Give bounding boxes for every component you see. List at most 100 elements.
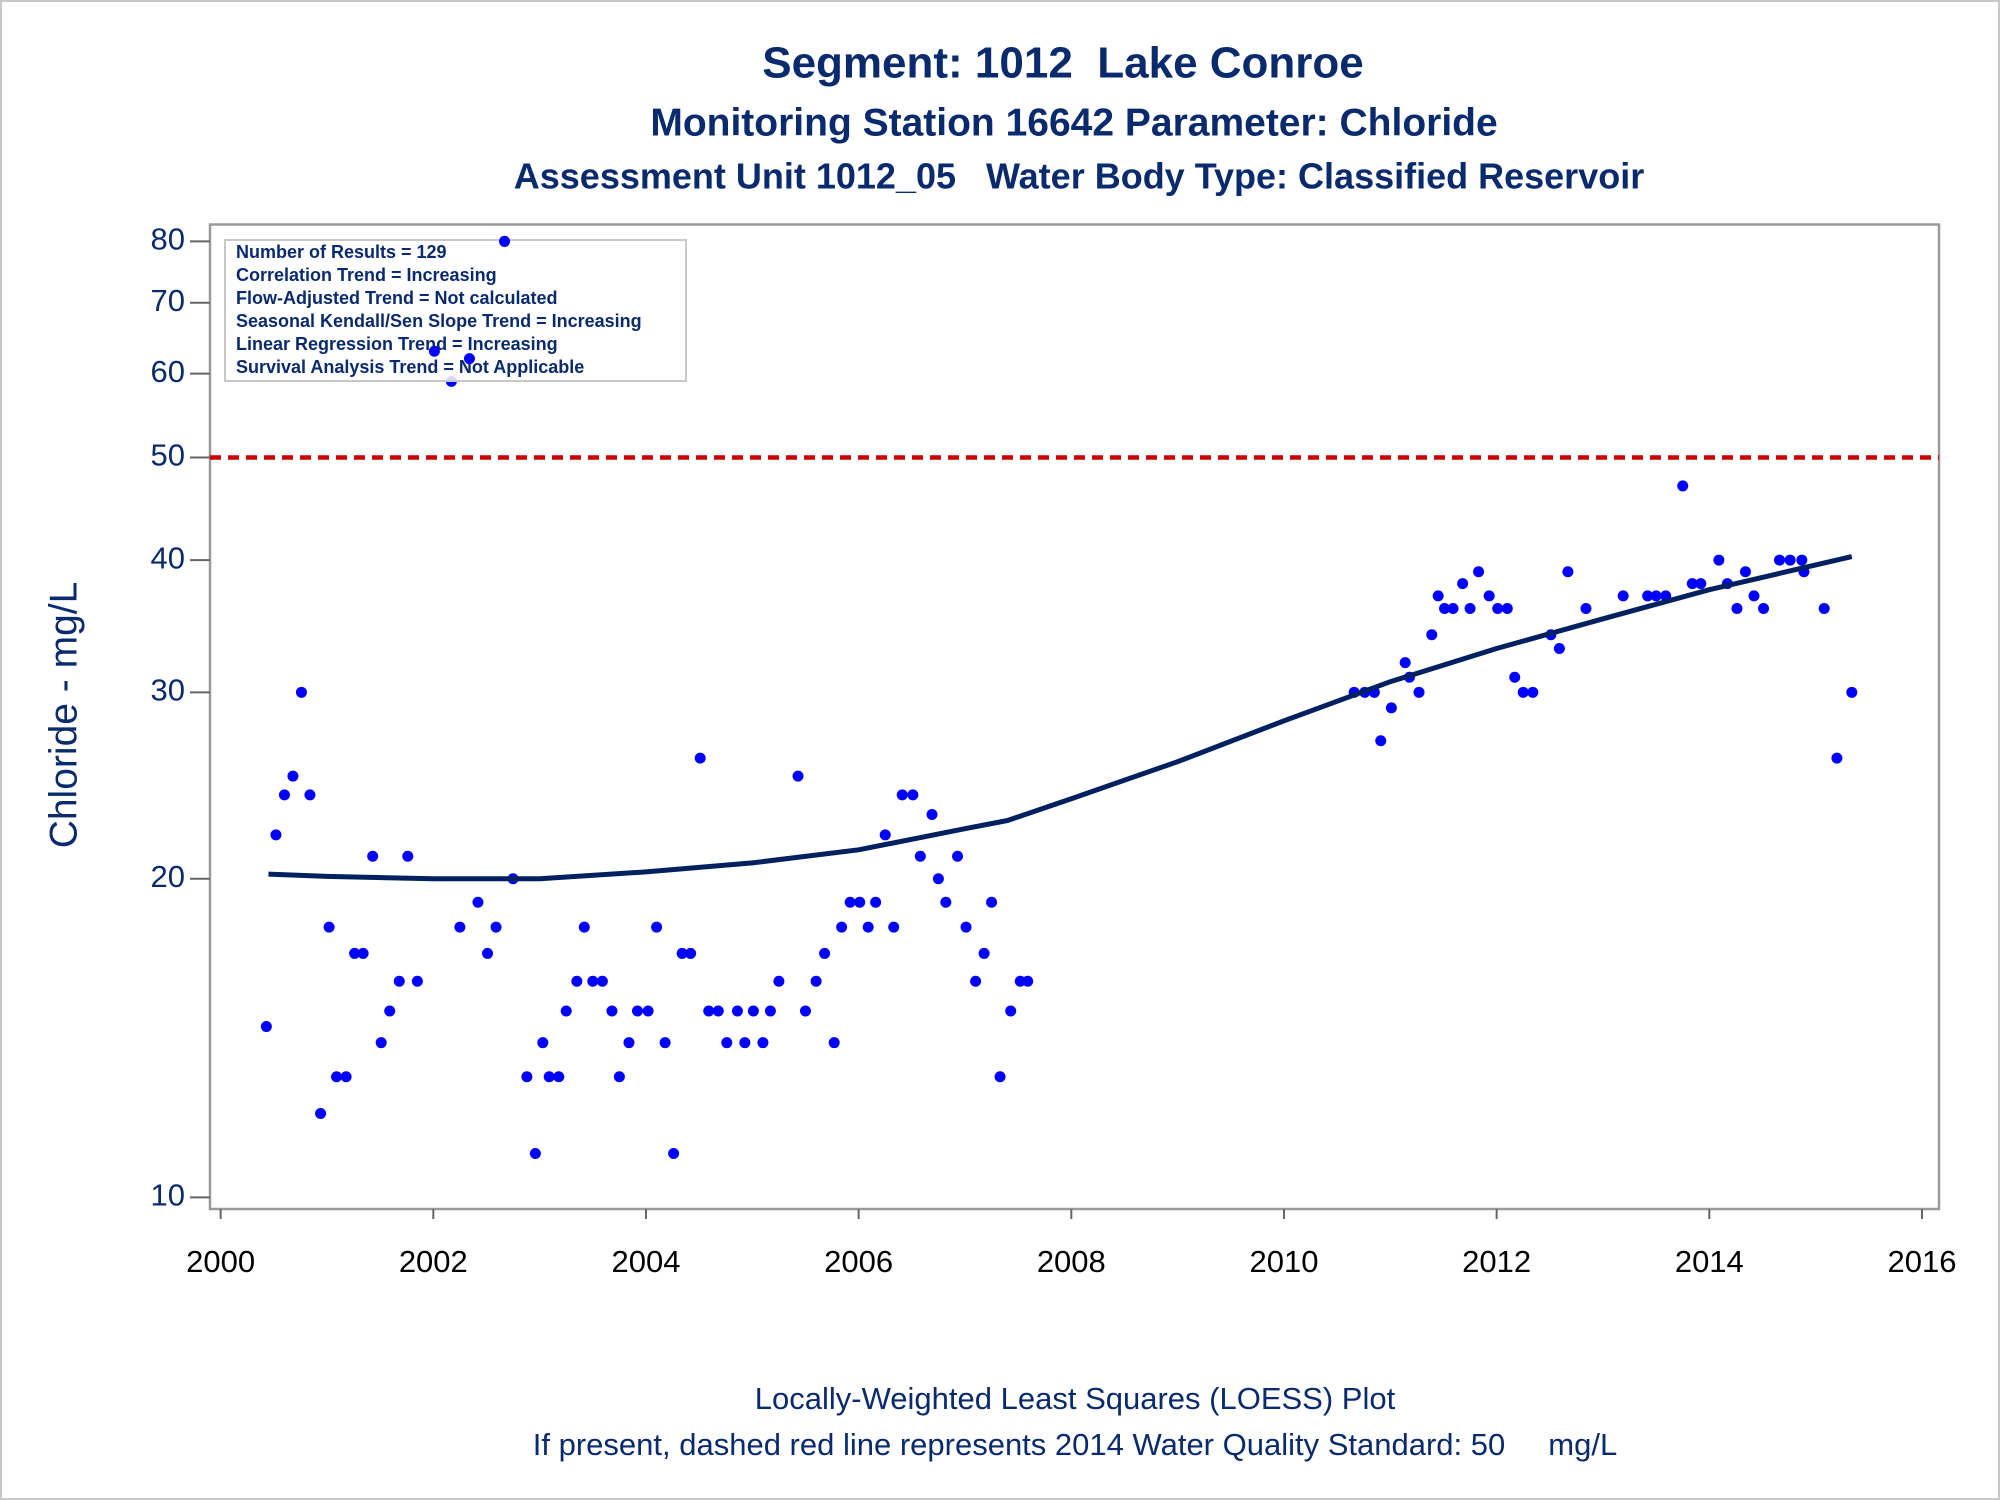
data-point	[757, 1037, 769, 1049]
data-point	[428, 345, 440, 357]
y-tick-label: 40	[151, 540, 185, 575]
data-point	[676, 947, 688, 959]
data-point	[978, 947, 990, 959]
chart-subtitle: Monitoring Station 16642 Parameter: Chlo…	[650, 101, 1497, 144]
data-point	[1483, 590, 1495, 602]
data-point	[651, 921, 663, 933]
data-point	[613, 1071, 625, 1083]
data-point	[1005, 1005, 1017, 1017]
data-point	[1695, 578, 1707, 590]
data-point	[1432, 590, 1444, 602]
data-point	[703, 1005, 715, 1017]
data-point	[712, 1005, 724, 1017]
data-point	[631, 1005, 643, 1017]
data-point	[764, 1005, 776, 1017]
data-point	[553, 1071, 565, 1083]
annotation: Correlation Trend = Increasing	[236, 265, 497, 285]
y-tick-label: 60	[151, 354, 185, 389]
data-point	[1731, 603, 1743, 615]
data-point	[940, 896, 952, 908]
data-point	[1773, 554, 1785, 566]
annotation-box	[224, 239, 687, 382]
data-point	[1447, 603, 1459, 615]
data-point	[799, 1005, 811, 1017]
data-point	[287, 770, 299, 782]
x-tick-label: 2002	[399, 1244, 468, 1279]
y-tick-label: 10	[151, 1178, 185, 1213]
data-point	[411, 975, 423, 987]
footnote: Locally-Weighted Least Squares (LOESS) P…	[755, 1381, 1396, 1416]
data-point	[331, 1071, 343, 1083]
y-axis-label: Chloride - mg/L	[42, 582, 85, 849]
plot-area	[208, 223, 1941, 1211]
data-point	[1713, 554, 1725, 566]
data-point	[862, 921, 874, 933]
x-tick-label: 2000	[186, 1244, 255, 1279]
data-point	[1492, 603, 1504, 615]
x-tick-label: 2008	[1037, 1244, 1106, 1279]
data-point	[606, 1005, 618, 1017]
data-point	[642, 1005, 654, 1017]
data-point	[384, 1005, 396, 1017]
data-point	[1580, 603, 1592, 615]
data-point	[349, 947, 361, 959]
data-point	[278, 789, 290, 801]
data-point	[1413, 686, 1425, 698]
data-point	[685, 947, 697, 959]
chart-title: Segment: 1012 Lake Conroe	[762, 39, 1364, 88]
annotation: Survival Analysis Trend = Not Applicable	[236, 357, 584, 377]
y-tick-label: 50	[151, 438, 185, 473]
data-point	[1846, 686, 1858, 698]
data-point	[1748, 590, 1760, 602]
data-point	[1385, 702, 1397, 714]
data-point	[315, 1108, 327, 1120]
loess-line	[268, 554, 1853, 882]
x-tick-label: 2016	[1888, 1244, 1957, 1279]
data-point	[340, 1071, 352, 1083]
data-point	[454, 921, 466, 933]
data-point	[623, 1037, 635, 1049]
data-point	[472, 896, 484, 908]
data-point	[1650, 590, 1662, 602]
data-point	[304, 789, 316, 801]
data-point	[402, 850, 414, 862]
data-point	[836, 921, 848, 933]
data-point	[879, 829, 891, 841]
data-point	[896, 789, 908, 801]
data-point	[810, 975, 822, 987]
data-point	[914, 850, 926, 862]
footnote: If present, dashed red line represents 2…	[533, 1427, 1617, 1462]
data-point	[828, 1037, 840, 1049]
data-point	[367, 850, 379, 862]
annotation: Seasonal Kendall/Sen Slope Trend = Incre…	[236, 311, 642, 331]
annotation: Flow-Adjusted Trend = Not calculated	[236, 288, 558, 308]
data-point	[375, 1037, 387, 1049]
data-point	[960, 921, 972, 933]
data-point	[1796, 554, 1808, 566]
data-point	[1758, 603, 1770, 615]
annotation: Number of Results = 129	[236, 242, 447, 262]
data-point	[323, 921, 335, 933]
annotation: Linear Regression Trend = Increasing	[236, 334, 558, 354]
data-point	[888, 921, 900, 933]
data-point	[986, 896, 998, 908]
x-tick-label: 2012	[1462, 1244, 1531, 1279]
data-point	[521, 1071, 533, 1083]
data-point	[694, 752, 706, 764]
data-point	[747, 1005, 759, 1017]
data-point	[571, 975, 583, 987]
data-point	[1517, 686, 1529, 698]
data-point	[1784, 554, 1796, 566]
data-point	[1439, 603, 1451, 615]
data-point	[1375, 735, 1387, 747]
data-point	[1399, 657, 1411, 669]
y-tick-label: 80	[151, 222, 185, 257]
data-point	[1527, 686, 1539, 698]
chart-subtitle: Assessment Unit 1012_05 Water Body Type:…	[514, 156, 1644, 197]
data-point	[659, 1037, 671, 1049]
data-point	[543, 1071, 555, 1083]
data-point	[357, 947, 369, 959]
data-point	[1509, 671, 1521, 683]
data-point	[773, 975, 785, 987]
